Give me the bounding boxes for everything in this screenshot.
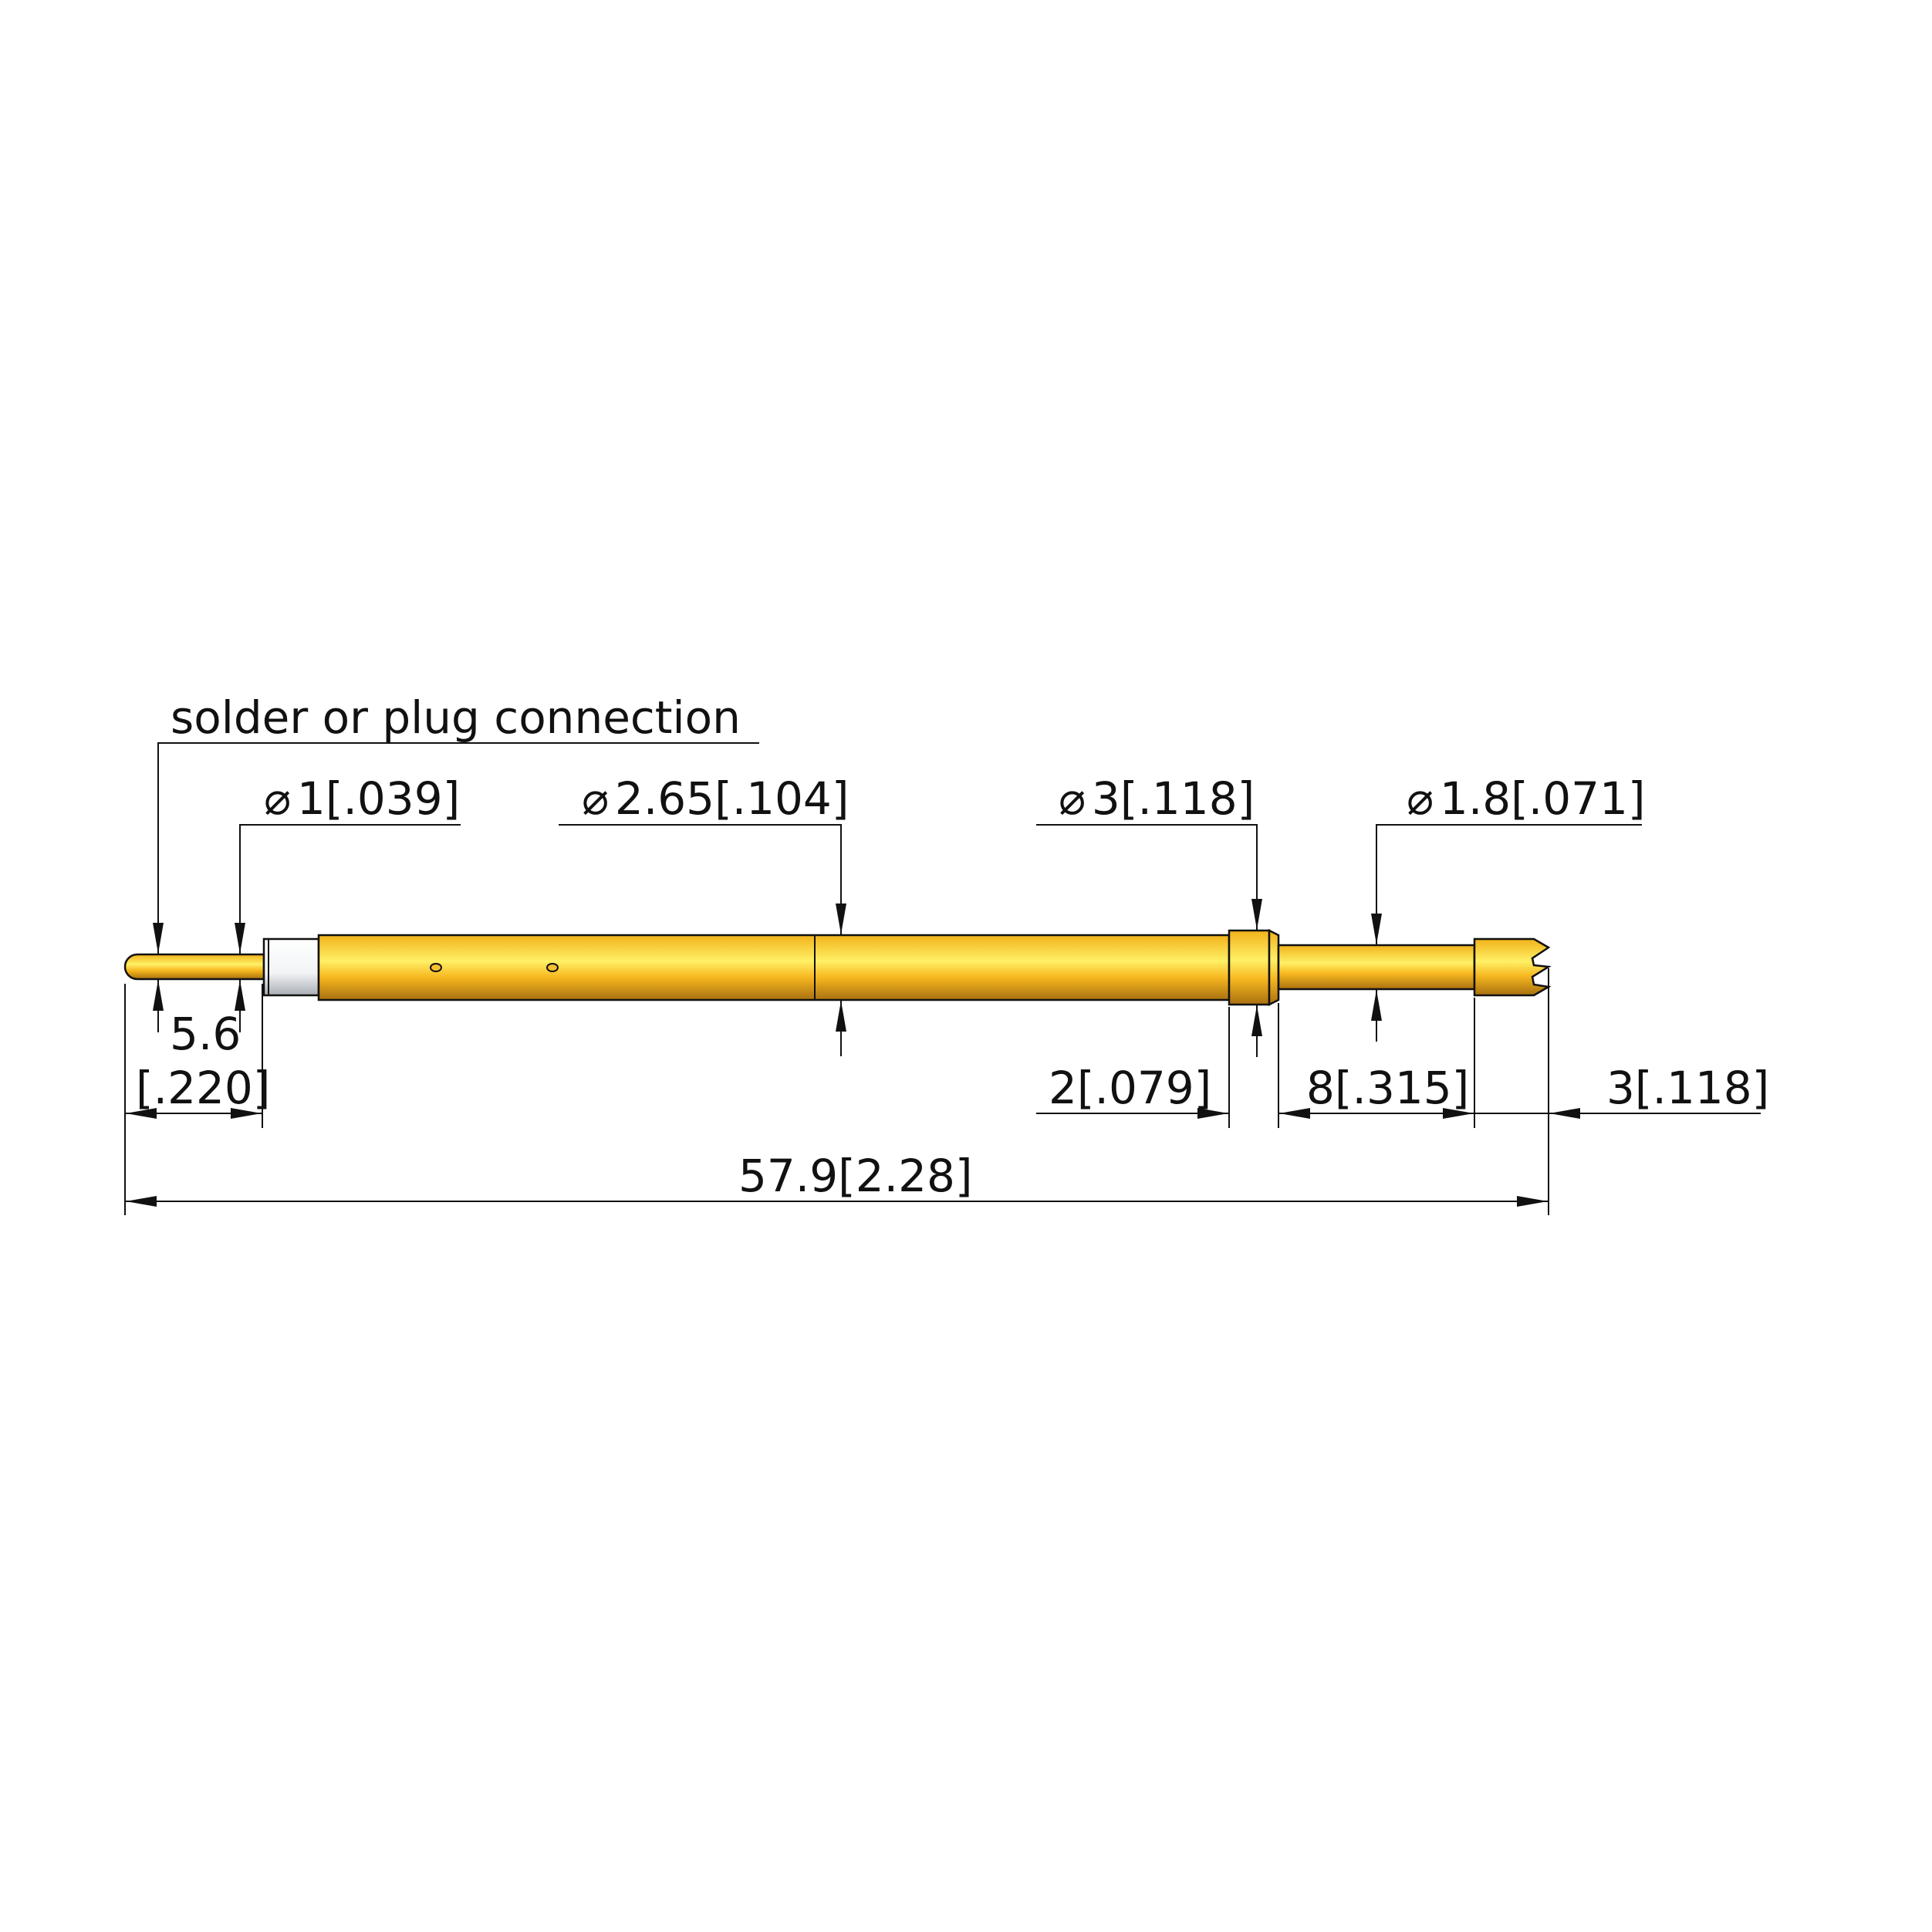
svg-text:⌀3[.118]: ⌀ 3[.118] — [1059, 772, 1255, 825]
crown-tip — [1473, 937, 1552, 997]
dim-text: 8[.315] — [1306, 1062, 1469, 1114]
collar — [1228, 929, 1271, 1006]
dim-collar-length: 2[.079] — [1036, 1003, 1279, 1128]
dim-tail-length: 5.6 [.220] — [124, 984, 270, 1215]
probe-part — [123, 928, 1552, 1007]
plunger-shaft — [1277, 944, 1476, 991]
insulator-sleeve — [262, 937, 320, 997]
dim-text: [.220] — [136, 1062, 270, 1114]
barrel — [317, 934, 1231, 1001]
crimp-hole — [430, 963, 442, 972]
dim-collar-diameter: ⌀ 3[.118] — [1036, 772, 1262, 1057]
dim-text: 1.8[.071] — [1440, 772, 1646, 825]
svg-text:⌀1.8[.071]: ⌀ 1.8[.071] — [1407, 772, 1646, 825]
diameter-icon: ⌀ — [1407, 772, 1434, 825]
dim-text: 5.6 — [170, 1008, 241, 1060]
diameter-icon: ⌀ — [264, 772, 291, 825]
dim-text: 3[.118] — [1092, 772, 1255, 825]
svg-text:⌀1[.039]: ⌀ 1[.039] — [264, 772, 460, 825]
note-solder-connection: solder or plug connection — [171, 691, 741, 744]
dim-text: 57.9[2.28] — [738, 1150, 973, 1202]
tail-pin — [123, 953, 265, 981]
crimp-hole — [546, 963, 559, 972]
dim-tail-diameter: ⌀ 1[.039] — [153, 772, 461, 1032]
collar-chamfer — [1268, 928, 1280, 1007]
diameter-icon: ⌀ — [582, 772, 609, 825]
dim-overall-length: 57.9[2.28] — [126, 1150, 1548, 1207]
dim-plunger-length: 8[.315] — [1279, 998, 1475, 1128]
dim-text: 3[.118] — [1606, 1062, 1769, 1114]
dim-tip-length: 3[.118] — [1474, 968, 1769, 1215]
dim-text: 1[.039] — [297, 772, 460, 825]
dim-barrel-diameter: ⌀ 2.65[.104] — [559, 772, 849, 1056]
note-leader — [153, 742, 759, 954]
dim-text: 2.65[.104] — [615, 772, 849, 825]
dim-text: 2[.079] — [1049, 1062, 1211, 1114]
dim-plunger-diameter: ⌀ 1.8[.071] — [1371, 772, 1646, 1042]
diameter-icon: ⌀ — [1059, 772, 1086, 825]
svg-text:⌀2.65[.104]: ⌀ 2.65[.104] — [582, 772, 849, 825]
